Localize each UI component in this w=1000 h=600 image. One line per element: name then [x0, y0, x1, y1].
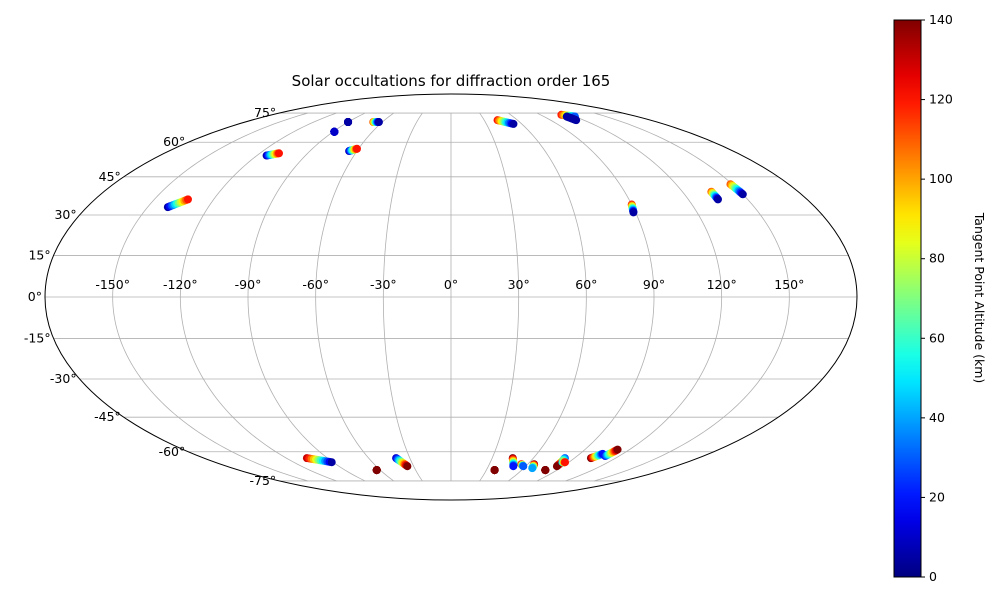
y-tick-label: -60°	[159, 444, 186, 459]
y-tick-label: 0°	[28, 289, 42, 304]
y-tick-label: 60°	[163, 134, 185, 149]
x-tick-label: 150°	[774, 277, 804, 292]
occultation-point	[344, 118, 353, 127]
graticule-grid	[45, 112, 857, 482]
y-tick-label: 45°	[99, 169, 121, 184]
colorbar-ticks: 0 20 40 60 80 100 120 140	[921, 12, 953, 584]
longitude-tick-labels: -150° -120° -90° -60° -30° 0° 30° 60° 90° 120° 150…	[95, 277, 804, 292]
occultation-point	[183, 195, 192, 204]
longitude-gridline	[247, 112, 366, 482]
occultation-point	[572, 116, 581, 125]
colorbar-label: Tangent Point Altitude (km)	[972, 212, 987, 384]
colorbar-tick-label: 0	[929, 569, 937, 584]
occultation-point	[519, 462, 528, 471]
longitude-gridline	[179, 112, 337, 482]
occultation-point	[330, 127, 339, 136]
longitude-gridline	[382, 112, 423, 482]
x-tick-label: 30°	[508, 277, 530, 292]
longitude-gridline	[479, 112, 520, 482]
y-tick-label: 30°	[54, 207, 76, 222]
occultation-point	[613, 445, 622, 454]
x-tick-label: 60°	[575, 277, 597, 292]
occultation-point	[274, 149, 283, 158]
x-tick-label: -90°	[235, 277, 262, 292]
colorbar-tick-label: 20	[929, 489, 945, 504]
x-tick-label: -120°	[163, 277, 198, 292]
colorbar-tick-label: 100	[929, 171, 953, 186]
occultation-point	[713, 195, 722, 204]
occultation-point	[327, 458, 336, 467]
map-boundary	[44, 93, 858, 501]
longitude-gridline	[112, 112, 308, 482]
y-tick-label: -15°	[24, 331, 51, 346]
occultation-point	[552, 462, 561, 471]
y-tick-label: 75°	[254, 105, 276, 120]
occultation-point	[561, 458, 570, 467]
x-tick-label: -150°	[95, 277, 130, 292]
occultation-point	[374, 118, 383, 127]
colorbar-tick-label: 40	[929, 410, 945, 425]
colorbar-tick-label: 140	[929, 12, 953, 27]
x-tick-label: -30°	[370, 277, 397, 292]
occultation-point	[509, 119, 518, 128]
occultation-points	[163, 110, 747, 475]
x-tick-label: 120°	[707, 277, 737, 292]
colorbar-tick-label: 120	[929, 92, 953, 107]
y-tick-label: -45°	[94, 409, 121, 424]
chart-title: Solar occultations for diffraction order…	[292, 72, 611, 90]
latitude-tick-labels: -75° -60° -45° -30° -15° 0° 15° 30° 45° 60° 75°	[24, 105, 276, 488]
longitude-gridline	[565, 112, 723, 482]
occultation-point	[541, 466, 550, 475]
occultation-point	[352, 144, 361, 153]
colorbar-gradient	[893, 19, 922, 578]
occultation-point	[372, 466, 381, 475]
longitude-gridline	[508, 112, 587, 482]
occultation-point	[738, 190, 747, 199]
longitude-gridline	[315, 112, 394, 482]
colorbar-tick-label: 60	[929, 330, 945, 345]
x-tick-label: -60°	[302, 277, 329, 292]
x-tick-label: 0°	[444, 277, 458, 292]
colorbar-tick-label: 80	[929, 251, 945, 266]
occultation-point	[629, 208, 638, 217]
y-tick-label: -75°	[250, 473, 277, 488]
y-tick-label: 15°	[28, 247, 50, 262]
longitude-gridline	[536, 112, 655, 482]
y-tick-label: -30°	[50, 371, 77, 386]
occultation-point	[528, 464, 537, 473]
occultation-point	[403, 462, 412, 471]
x-tick-label: 90°	[643, 277, 665, 292]
occultation-point	[490, 466, 499, 475]
colorbar: 0 20 40 60 80 100 120 140 Tangent Point Altitud…	[893, 12, 987, 584]
longitude-gridline	[594, 112, 790, 482]
occultation-point	[509, 462, 518, 471]
